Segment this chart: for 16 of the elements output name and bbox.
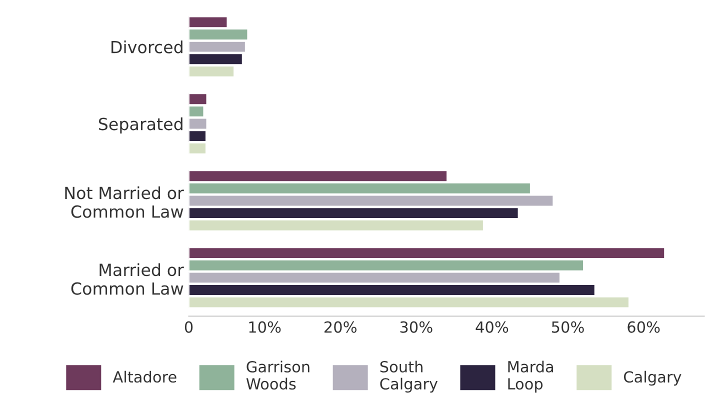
legend-label: Garrison Woods [246, 360, 310, 390]
x-tick-label: 60% [628, 321, 660, 333]
x-tick-label: 20% [324, 321, 356, 333]
x-tick-label: 30% [400, 321, 432, 333]
x-tick-label: 0 [184, 321, 193, 333]
y-tick-label: Separated [98, 117, 182, 134]
x-tick-label: 10% [249, 321, 281, 333]
legend-label: South Calgary [380, 360, 438, 393]
x-tick-label: 50% [552, 321, 584, 333]
y-tick-label: Not Married or Common Law [65, 186, 184, 218]
y-tick-label: Married or Common Law [71, 263, 184, 295]
legend-label: Marda Loop [508, 360, 553, 393]
legend-label: Altadore [112, 370, 176, 383]
legend-label: Calgary [624, 370, 682, 386]
y-tick-label: Divorced [112, 40, 182, 54]
x-tick-label: 40% [476, 321, 508, 333]
